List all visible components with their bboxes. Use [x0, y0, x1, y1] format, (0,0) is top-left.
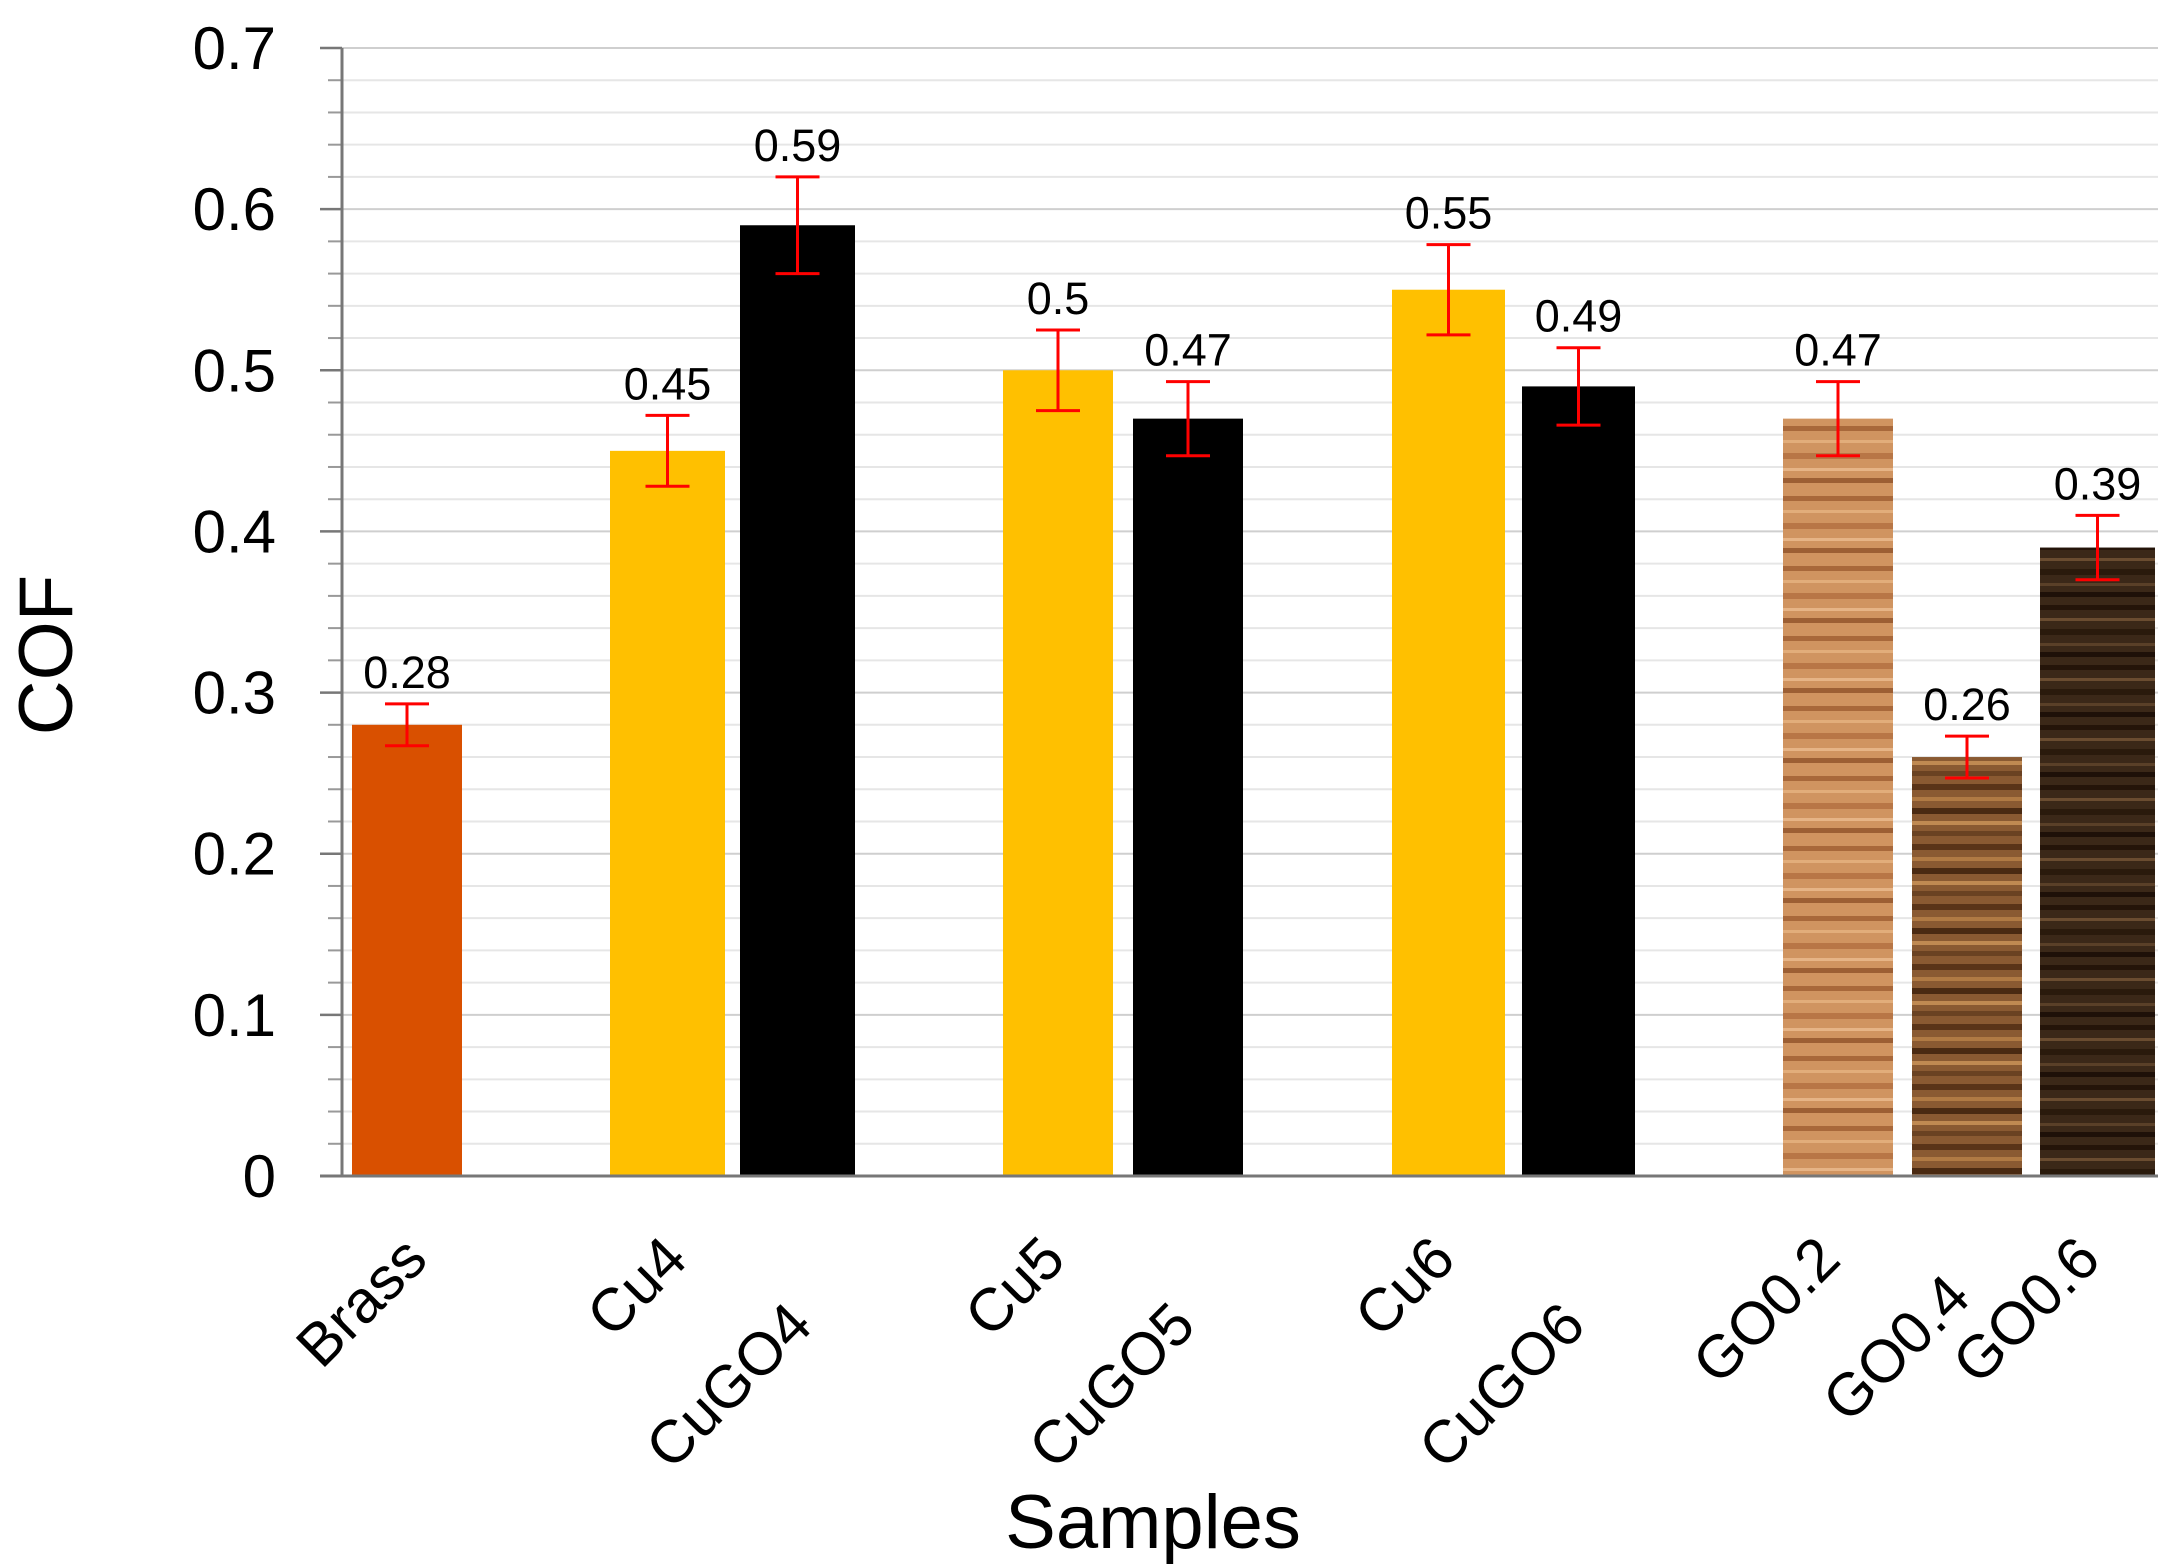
axes [320, 46, 2158, 1178]
bars [352, 175, 2155, 1177]
x-tick-label: CuGO4 [633, 1290, 824, 1481]
bar-brass [352, 724, 462, 1176]
bar-cu5 [1003, 370, 1113, 1176]
y-tick-label: 0 [243, 1143, 276, 1210]
x-tick-label: CuGO6 [1406, 1290, 1597, 1481]
x-tick-label: Brass [283, 1224, 439, 1380]
x-tick-label: Cu5 [952, 1224, 1077, 1349]
bar-go0-2 [1783, 418, 1893, 1177]
bar-cugo4 [740, 225, 855, 1176]
data-label: 0.47 [1794, 325, 1882, 376]
y-tick-label: 0.6 [193, 176, 276, 243]
y-tick-label: 0.7 [193, 15, 276, 82]
bar-go0-4 [1912, 757, 2022, 1176]
bar-cugo6 [1522, 386, 1635, 1176]
data-label: 0.28 [363, 647, 451, 698]
y-axis-title: COF [4, 575, 89, 735]
y-tick-label: 0.3 [193, 660, 276, 727]
x-tick-label: Cu6 [1342, 1224, 1467, 1349]
data-label: 0.39 [2054, 458, 2142, 509]
bar-cugo5 [1133, 418, 1243, 1177]
y-tick-label: 0.1 [193, 982, 276, 1049]
x-tick-label: CuGO5 [1016, 1290, 1207, 1481]
data-label: 0.45 [624, 358, 712, 409]
data-label: 0.59 [754, 120, 842, 171]
data-label: 0.47 [1144, 325, 1232, 376]
y-tick-label: 0.2 [193, 821, 276, 888]
x-tick-label: Cu4 [574, 1224, 699, 1349]
bar-cu4 [610, 450, 725, 1176]
y-tick-label: 0.4 [193, 498, 276, 565]
x-axis-title: Samples [1005, 1480, 1301, 1564]
data-label: 0.55 [1405, 188, 1493, 239]
y-tick-label: 0.5 [193, 337, 276, 404]
data-label: 0.49 [1535, 291, 1623, 342]
bar-go0-6 [2040, 547, 2155, 1176]
data-label: 0.26 [1923, 679, 2011, 730]
data-label: 0.5 [1027, 273, 1090, 324]
bar-cu6 [1392, 289, 1505, 1176]
